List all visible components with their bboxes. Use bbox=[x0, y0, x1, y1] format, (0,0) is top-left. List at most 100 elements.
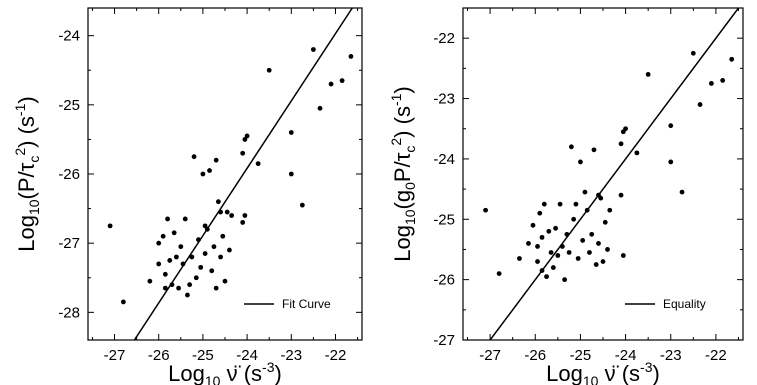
y-tick-label: -26 bbox=[58, 166, 80, 183]
data-point bbox=[578, 159, 583, 165]
data-point bbox=[584, 207, 590, 213]
x-tick-label: -23 bbox=[280, 347, 302, 364]
y-tick-label: -23 bbox=[433, 91, 455, 108]
data-point bbox=[541, 201, 547, 207]
data-point bbox=[607, 207, 613, 213]
x-tick-label: -23 bbox=[660, 347, 682, 364]
x-tick-label: -24 bbox=[615, 347, 637, 364]
data-point bbox=[224, 209, 230, 215]
data-point bbox=[167, 258, 173, 263]
data-point bbox=[185, 292, 190, 298]
data-point bbox=[623, 126, 628, 132]
data-point bbox=[526, 241, 531, 246]
data-point bbox=[147, 278, 153, 284]
right-chart: -27 -26 -25 -24 -23 -22 -27 -26 -25 -24 -23 -22 Equa… bbox=[388, 7, 744, 385]
data-point bbox=[587, 250, 592, 255]
left-chart: -27 -26 -25 -24 -23 -22 -28 -27 -26 -25 -24 Fit Cur… bbox=[12, 7, 363, 385]
data-point bbox=[165, 216, 170, 222]
data-point bbox=[593, 262, 599, 267]
data-point bbox=[120, 299, 126, 305]
data-point bbox=[240, 150, 246, 156]
data-point bbox=[348, 54, 354, 59]
data-point bbox=[178, 244, 184, 250]
data-point bbox=[708, 81, 714, 86]
data-point bbox=[620, 253, 626, 258]
data-point bbox=[156, 240, 162, 246]
x-tick-label: -22 bbox=[705, 347, 727, 364]
data-point bbox=[568, 144, 574, 150]
data-point bbox=[107, 223, 113, 229]
data-point bbox=[169, 282, 175, 288]
x-tick-label: -25 bbox=[570, 347, 592, 364]
data-point bbox=[575, 256, 581, 261]
data-point bbox=[288, 171, 294, 177]
data-point bbox=[156, 261, 162, 267]
equality-line bbox=[489, 8, 740, 340]
y-tick-label: -27 bbox=[58, 235, 80, 252]
plot-frame bbox=[87, 7, 363, 341]
fit-curve-line bbox=[133, 8, 353, 340]
data-point bbox=[189, 254, 195, 260]
y-tick-label: -26 bbox=[433, 272, 455, 289]
data-point bbox=[193, 275, 199, 281]
y-tick-label: -27 bbox=[433, 332, 455, 349]
data-point bbox=[496, 271, 502, 276]
data-point bbox=[266, 67, 272, 73]
data-point bbox=[483, 207, 488, 213]
data-point bbox=[550, 265, 556, 270]
data-point bbox=[564, 231, 570, 237]
data-point bbox=[539, 234, 545, 240]
data-point bbox=[176, 285, 181, 291]
data-point bbox=[729, 56, 735, 62]
data-point bbox=[557, 201, 563, 207]
data-point bbox=[215, 199, 221, 205]
data-point bbox=[242, 137, 248, 142]
data-point bbox=[209, 268, 215, 274]
data-point bbox=[537, 210, 543, 216]
data-point bbox=[202, 251, 208, 256]
data-point bbox=[202, 223, 208, 229]
data-point bbox=[191, 154, 197, 160]
data-point bbox=[244, 133, 250, 139]
data-point bbox=[339, 78, 345, 84]
data-point bbox=[591, 147, 597, 153]
x-tick-label: -26 bbox=[524, 347, 546, 364]
x-tick-label: -26 bbox=[148, 347, 170, 364]
x-tick-label: -22 bbox=[325, 347, 347, 364]
data-point bbox=[697, 102, 703, 107]
data-point bbox=[530, 222, 536, 228]
data-point bbox=[213, 157, 219, 163]
x-tick-label: -27 bbox=[479, 347, 501, 364]
data-point bbox=[240, 220, 246, 225]
data-point bbox=[299, 202, 305, 208]
x-axis-title: Log10 ν̈ (s-3) bbox=[168, 359, 282, 385]
data-point bbox=[229, 213, 235, 218]
y-tick-label: -25 bbox=[433, 211, 455, 228]
data-point bbox=[573, 201, 579, 207]
y-tick-label: -25 bbox=[58, 97, 80, 114]
data-point bbox=[580, 238, 586, 243]
data-point bbox=[310, 47, 316, 52]
data-point bbox=[517, 256, 522, 261]
data-point bbox=[602, 219, 608, 225]
data-point bbox=[218, 254, 223, 260]
data-point bbox=[328, 81, 334, 87]
data-point bbox=[553, 225, 558, 231]
data-point bbox=[566, 250, 572, 255]
y-tick-label: -22 bbox=[433, 30, 455, 47]
data-point bbox=[288, 130, 294, 135]
data-point bbox=[162, 285, 168, 291]
data-point bbox=[571, 216, 577, 222]
data-point bbox=[596, 241, 601, 246]
data-point bbox=[548, 250, 554, 255]
data-point bbox=[679, 189, 685, 195]
data-point bbox=[255, 161, 261, 167]
y-axis-title: Log10(P/τc2) (s-1) bbox=[12, 96, 42, 251]
data-point bbox=[317, 105, 323, 111]
data-point bbox=[546, 228, 552, 234]
data-point bbox=[690, 50, 696, 56]
data-point bbox=[539, 268, 545, 273]
data-point bbox=[598, 195, 604, 201]
data-point bbox=[200, 171, 206, 177]
